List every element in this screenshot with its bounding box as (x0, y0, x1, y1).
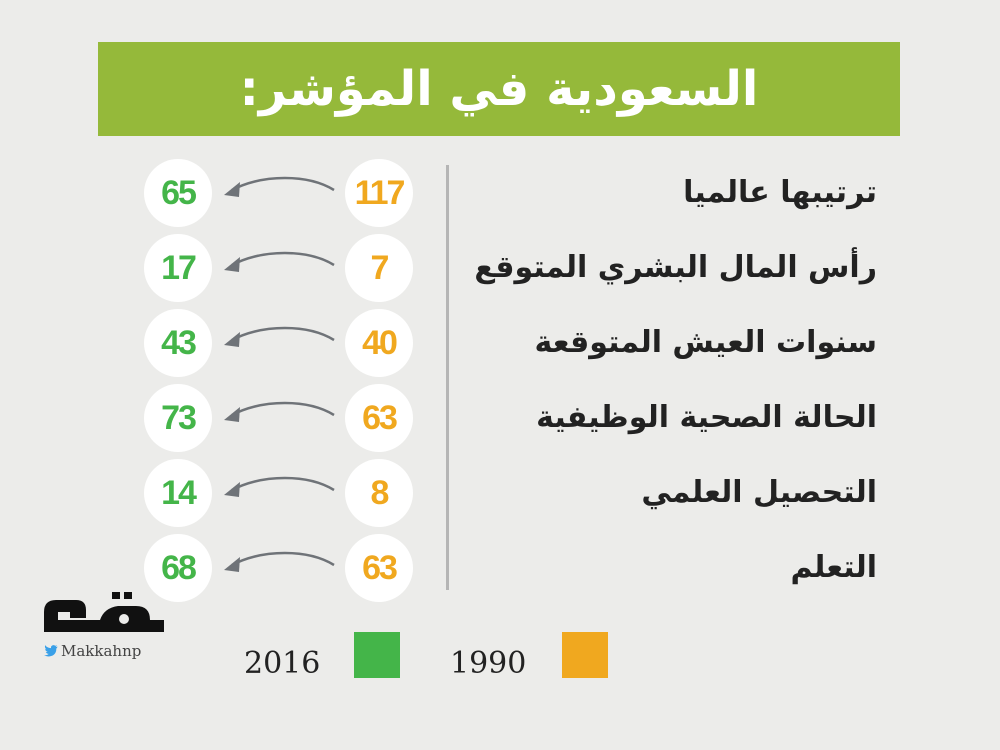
arrow-left-icon (224, 401, 335, 422)
indicator-row: التعلم 63 68 (0, 534, 1000, 607)
arrow-left-icon (224, 551, 335, 572)
legend-year-2016: 2016 (244, 646, 321, 681)
legend-year-1990: 1990 (450, 646, 527, 681)
indicator-label: سنوات العيش المتوقعة (534, 324, 878, 360)
indicator-label: التعلم (790, 549, 878, 585)
value-1990: 63 (345, 384, 413, 452)
indicator-label: رأس المال البشري المتوقع (474, 249, 877, 285)
indicator-label: ترتيبها عالميا (683, 174, 877, 210)
value-1990: 7 (345, 234, 413, 302)
indicator-label: التحصيل العلمي (641, 474, 877, 510)
social-handle[interactable]: Makkahnp (44, 642, 141, 660)
twitter-bird-icon (44, 645, 58, 657)
arrow-left-icon (224, 176, 335, 197)
indicator-label: الحالة الصحية الوظيفية (536, 399, 877, 435)
value-2016: 14 (144, 459, 212, 527)
indicator-row: التحصيل العلمي 8 14 (0, 459, 1000, 532)
value-2016: 68 (144, 534, 212, 602)
value-2016: 17 (144, 234, 212, 302)
handle-text: Makkahnp (61, 642, 142, 660)
value-2016: 73 (144, 384, 212, 452)
title-banner: السعودية في المؤشر: (98, 42, 900, 136)
value-2016: 65 (144, 159, 212, 227)
arrow-left-icon (224, 476, 335, 497)
value-2016: 43 (144, 309, 212, 377)
value-1990: 8 (345, 459, 413, 527)
value-1990: 40 (345, 309, 413, 377)
legend-swatch-2016 (354, 632, 400, 678)
indicator-row: الحالة الصحية الوظيفية 63 73 (0, 384, 1000, 457)
indicator-row: ترتيبها عالميا 117 65 (0, 159, 1000, 232)
page-title: السعودية في المؤشر: (239, 61, 759, 117)
value-1990: 117 (345, 159, 413, 227)
vertical-divider (446, 165, 449, 590)
arrow-left-icon (224, 326, 335, 347)
indicator-row: سنوات العيش المتوقعة 40 43 (0, 309, 1000, 382)
legend-swatch-1990 (562, 632, 608, 678)
arrow-left-icon (224, 251, 335, 272)
value-1990: 63 (345, 534, 413, 602)
makkah-logo (44, 592, 164, 632)
indicator-row: رأس المال البشري المتوقع 7 17 (0, 234, 1000, 307)
